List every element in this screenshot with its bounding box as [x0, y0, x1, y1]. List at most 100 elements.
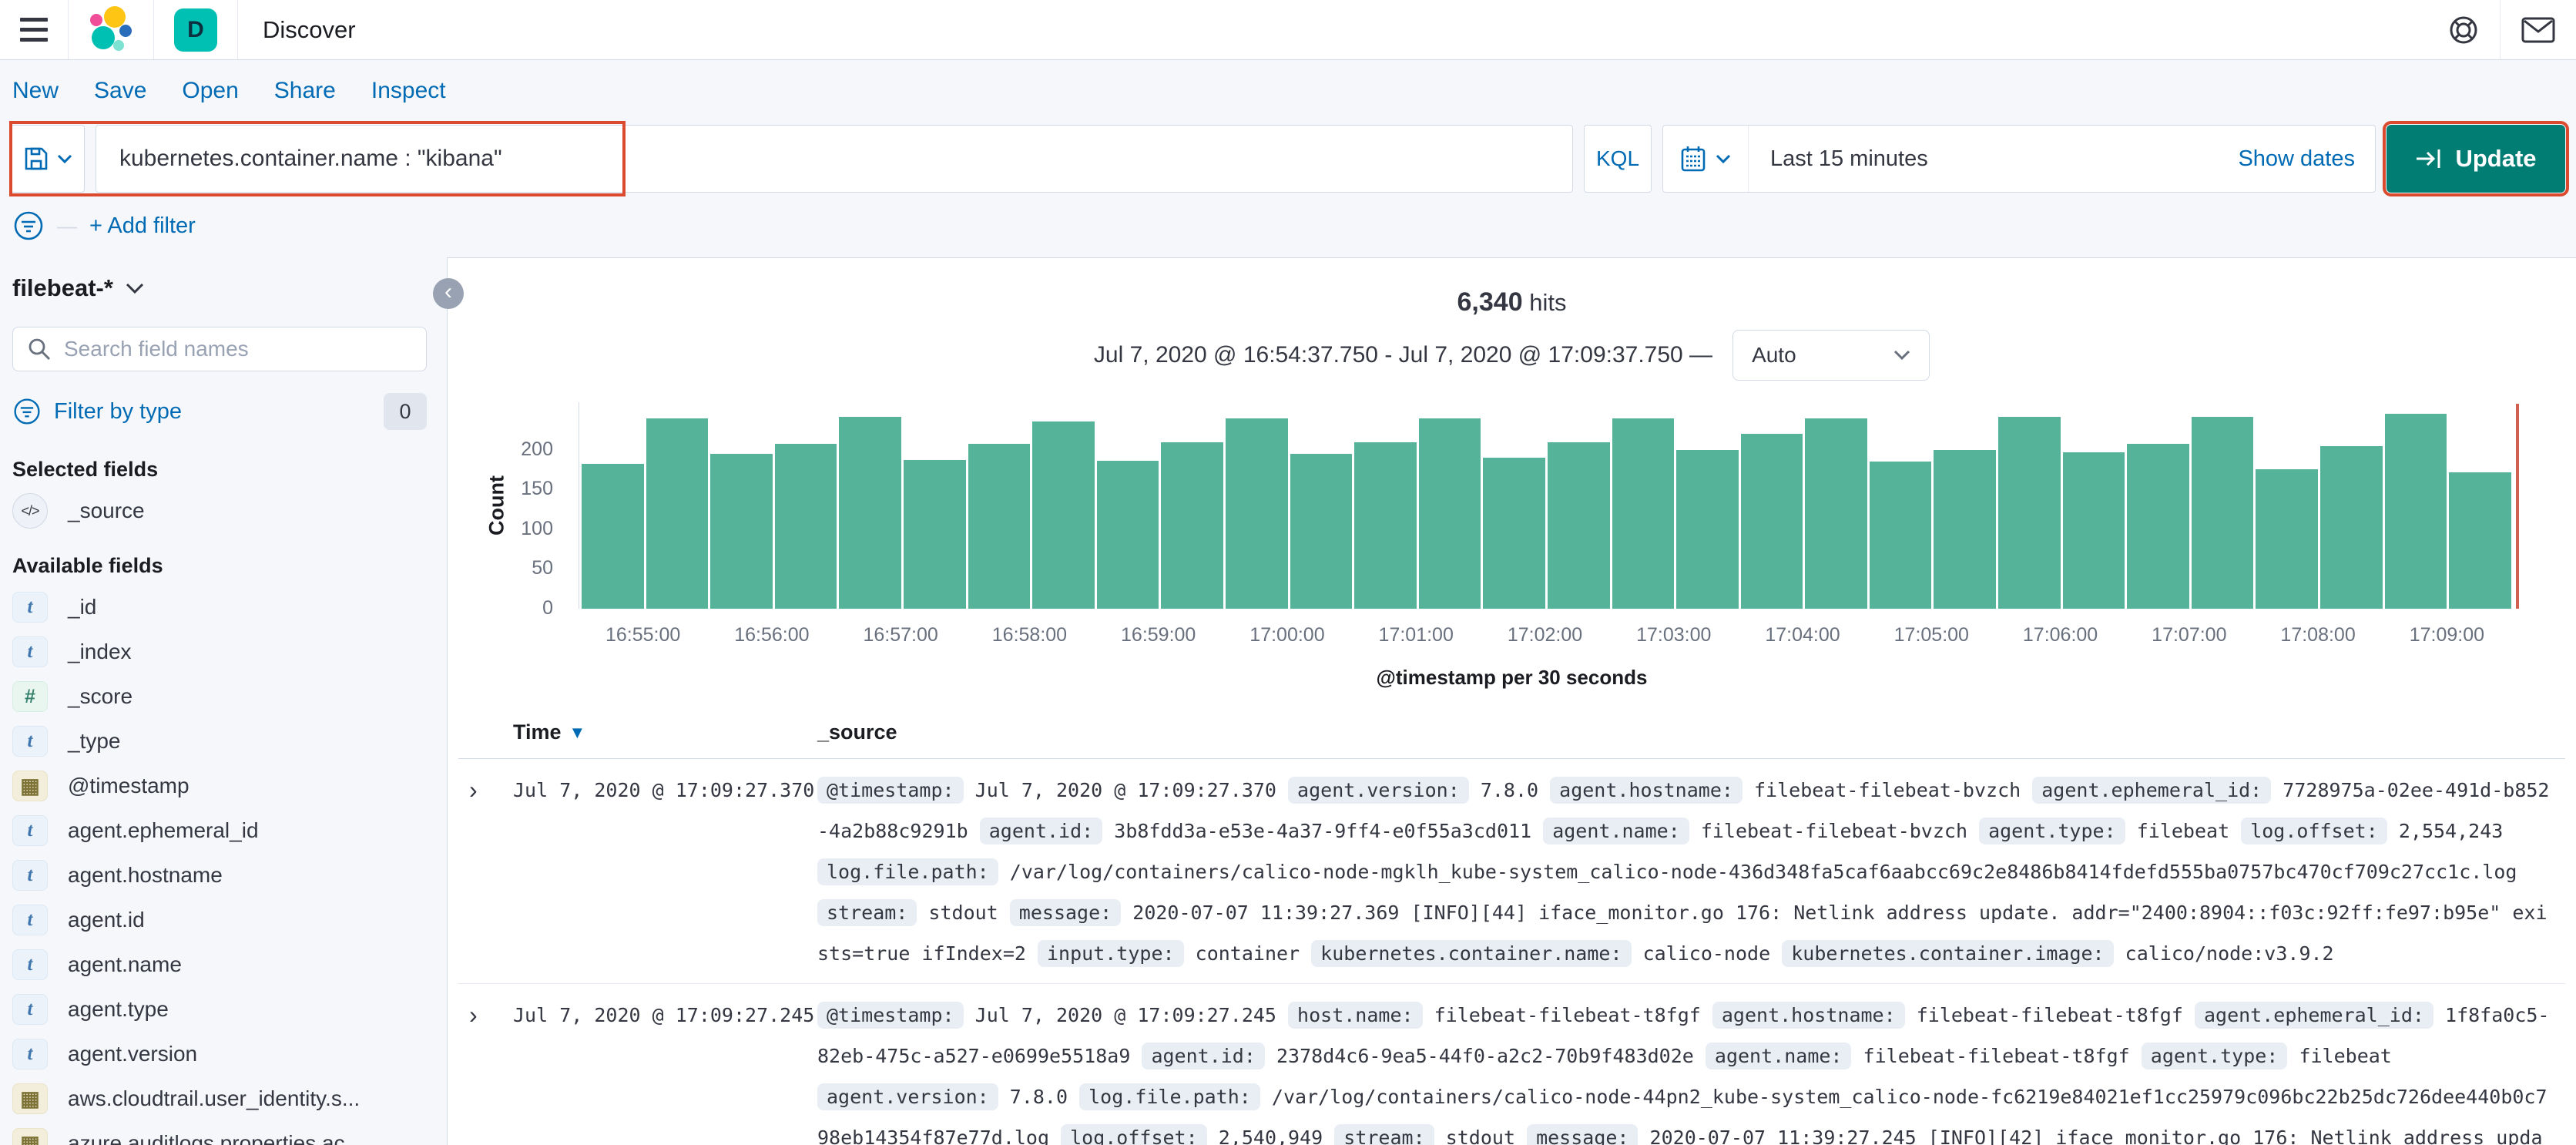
space-avatar[interactable]: D	[174, 8, 217, 52]
query-language-button[interactable]: KQL	[1584, 125, 1652, 193]
top-nav-link[interactable]: Open	[182, 78, 239, 103]
histogram-bar[interactable]	[903, 460, 966, 609]
field-item[interactable]: </> _source	[12, 493, 427, 529]
field-name-pill: stream:	[817, 899, 917, 926]
top-nav-link[interactable]: New	[12, 78, 59, 103]
histogram-bar[interactable]	[1676, 449, 1739, 609]
histogram-bar[interactable]	[774, 443, 837, 609]
source-token: agent.type: filebeat	[1979, 818, 2241, 844]
x-tick-label: 16:56:00	[734, 624, 810, 646]
field-item[interactable]: t _index	[12, 636, 427, 667]
histogram-bar[interactable]	[1161, 442, 1223, 609]
expand-doc-icon[interactable]: ›	[469, 776, 478, 804]
histogram-bar[interactable]	[2191, 416, 2254, 609]
field-item[interactable]: # _score	[12, 681, 427, 712]
top-nav-link[interactable]: Inspect	[371, 78, 446, 103]
filter-icon[interactable]	[12, 210, 45, 242]
histogram-bar[interactable]	[1934, 449, 1997, 609]
x-tick-label: 17:06:00	[2022, 624, 2098, 646]
histogram-bar[interactable]	[582, 464, 644, 609]
field-name-pill: stream:	[1334, 1124, 1434, 1145]
y-tick-label: 0	[542, 597, 553, 619]
time-range-label[interactable]: Last 15 minutes	[1770, 146, 1928, 171]
field-item[interactable]: t _type	[12, 726, 427, 757]
histogram-bar[interactable]	[1869, 462, 1932, 609]
histogram-bar[interactable]	[2384, 414, 2447, 609]
field-item[interactable]: t agent.type	[12, 994, 427, 1025]
histogram-bar[interactable]	[968, 443, 1031, 609]
histogram-bar[interactable]	[2062, 452, 2125, 609]
add-filter-link[interactable]: + Add filter	[89, 213, 196, 238]
histogram-bar[interactable]	[1225, 418, 1288, 609]
histogram-bar[interactable]	[1998, 416, 2061, 609]
histogram-bar[interactable]	[839, 416, 901, 609]
top-nav-link[interactable]: Share	[273, 78, 336, 103]
field-type-icon: t	[12, 636, 48, 667]
histogram-bar[interactable]	[1032, 421, 1095, 609]
doc-row: › Jul 7, 2020 @ 17:09:27.370 @timestamp:…	[458, 759, 2565, 984]
time-column-header[interactable]: Time ▼	[513, 720, 586, 744]
calendar-icon	[1681, 146, 1706, 172]
field-item[interactable]: t _id	[12, 592, 427, 623]
interval-select[interactable]: Auto	[1732, 330, 1930, 381]
histogram-bar[interactable]	[710, 454, 773, 609]
field-value: container	[1195, 942, 1300, 965]
field-item[interactable]: ▦ aws.cloudtrail.user_identity.s...	[12, 1083, 427, 1114]
histogram-bar[interactable]	[2320, 445, 2383, 609]
doc-source-cell: @timestamp: Jul 7, 2020 @ 17:09:27.370 a…	[817, 770, 2553, 974]
field-type-icon: ▦	[12, 1083, 48, 1114]
histogram-bar[interactable]	[1096, 461, 1159, 609]
field-item[interactable]: t agent.name	[12, 949, 427, 980]
update-button[interactable]: Update	[2383, 121, 2569, 196]
update-icon	[2417, 149, 2440, 168]
newsfeed-icon[interactable]	[2521, 15, 2556, 45]
chevron-down-icon	[126, 283, 143, 294]
histogram-bar[interactable]	[2449, 472, 2511, 609]
histogram-bar[interactable]	[1483, 458, 1545, 609]
field-item[interactable]: t agent.version	[12, 1039, 427, 1069]
doc-time-cell: Jul 7, 2020 @ 17:09:27.245	[513, 1004, 815, 1026]
save-query-button[interactable]	[11, 125, 85, 193]
field-type-icon: t	[12, 905, 48, 935]
field-type-icon: ▦	[12, 771, 48, 801]
elastic-logo[interactable]	[89, 5, 133, 54]
histogram-bars	[579, 402, 2511, 609]
help-icon[interactable]	[2447, 14, 2480, 46]
histogram-bar[interactable]	[2127, 443, 2189, 609]
calendar-button[interactable]	[1663, 126, 1749, 192]
top-nav-link[interactable]: Save	[94, 78, 147, 103]
field-item[interactable]: t agent.hostname	[12, 860, 427, 891]
x-axis-title: @timestamp per 30 seconds	[1376, 666, 1648, 689]
field-type-icon: ▦	[12, 1128, 48, 1145]
sidebar-collapse-button[interactable]: ‹	[433, 278, 464, 309]
histogram-bar[interactable]	[1354, 442, 1417, 609]
histogram-bar[interactable]	[1805, 418, 1867, 609]
field-name-pill: @timestamp:	[817, 777, 964, 804]
histogram-bar[interactable]	[2256, 468, 2319, 609]
field-search-input[interactable]: Search field names	[12, 327, 427, 371]
field-item[interactable]: t agent.ephemeral_id	[12, 815, 427, 846]
field-name-pill: agent.version:	[1288, 777, 1469, 804]
doc-table-body: › Jul 7, 2020 @ 17:09:27.370 @timestamp:…	[448, 759, 2576, 1145]
field-value: 2,554,243	[2398, 820, 2504, 842]
histogram-bar[interactable]	[1612, 418, 1675, 609]
expand-doc-icon[interactable]: ›	[469, 1001, 478, 1029]
show-dates-link[interactable]: Show dates	[2238, 146, 2355, 171]
histogram-bar[interactable]	[1740, 434, 1803, 609]
field-type-icon: t	[12, 860, 48, 891]
filter-by-type-link[interactable]: Filter by type	[54, 398, 182, 424]
histogram-bar[interactable]	[646, 418, 709, 609]
field-value: 2,540,949	[1218, 1127, 1323, 1145]
query-input[interactable]: kubernetes.container.name : "kibana"	[96, 125, 1573, 193]
field-value: filebeat-filebeat-t8fgf	[1916, 1004, 2183, 1026]
source-token: agent.type: filebeat	[2141, 1043, 2392, 1069]
menu-icon[interactable]	[20, 18, 48, 42]
index-pattern-selector[interactable]: filebeat-*	[12, 274, 427, 302]
doc-time-cell: Jul 7, 2020 @ 17:09:27.370	[513, 779, 815, 801]
field-item[interactable]: t agent.id	[12, 905, 427, 935]
field-item[interactable]: ▦ azure.auditlogs.properties.ac...	[12, 1128, 427, 1145]
histogram-bar[interactable]	[1418, 418, 1481, 609]
histogram-bar[interactable]	[1547, 442, 1610, 609]
field-item[interactable]: ▦ @timestamp	[12, 771, 427, 801]
histogram-bar[interactable]	[1290, 454, 1353, 609]
